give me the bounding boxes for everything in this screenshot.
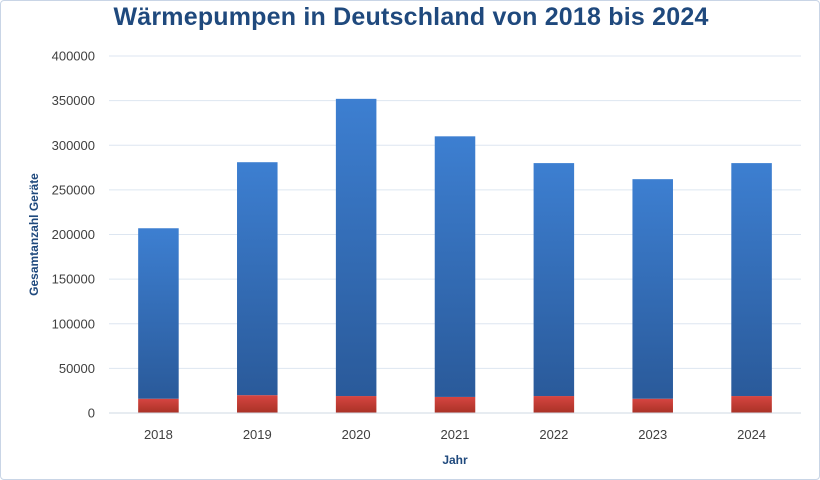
y-tick-label: 400000 [52,49,95,64]
bar-segment-blue [335,98,377,397]
bar-segment-blue [434,136,476,397]
y-tick-label: 300000 [52,138,95,153]
x-tick-label: 2021 [441,427,470,442]
y-tick-label: 100000 [52,316,95,331]
chart-title: Wärmepumpen in Deutschland von 2018 bis … [113,3,709,31]
bars [138,98,772,413]
x-axis-title: Jahr [442,453,468,467]
bar-segment-blue [138,228,179,399]
bar-segment-red [731,396,772,413]
bar-segment-blue [533,163,575,397]
y-tick-label: 200000 [52,227,95,242]
y-tick-label: 250000 [52,182,95,197]
x-tick-label: 2020 [342,427,371,442]
bar-segment-blue [731,163,772,397]
y-tick-label: 350000 [52,93,95,108]
x-tick-label: 2024 [737,427,766,442]
x-tick-label: 2018 [144,427,173,442]
x-axis-tick-labels: 2018 2019 2020 2021 2022 2023 2024 [144,427,766,442]
y-tick-label: 50000 [59,361,95,376]
bar-segment-red [138,398,179,413]
bar-segment-red [434,396,476,413]
bar-segment-blue [237,162,278,396]
y-tick-label: 150000 [52,272,95,287]
x-tick-label: 2019 [243,427,272,442]
bar-segment-blue [632,179,673,399]
bar-segment-red [237,395,278,413]
bar-segment-red [632,398,673,413]
bar-segment-red [335,396,377,413]
y-axis-title: Gesamtanzahl Geräte [27,173,41,296]
x-tick-label: 2023 [638,427,667,442]
y-tick-label: 0 [88,406,95,421]
y-axis-tick-labels: 0 50000 100000 150000 200000 250000 300000 3500… [52,49,95,421]
bar-segment-red [533,396,575,413]
x-tick-label: 2022 [539,427,568,442]
